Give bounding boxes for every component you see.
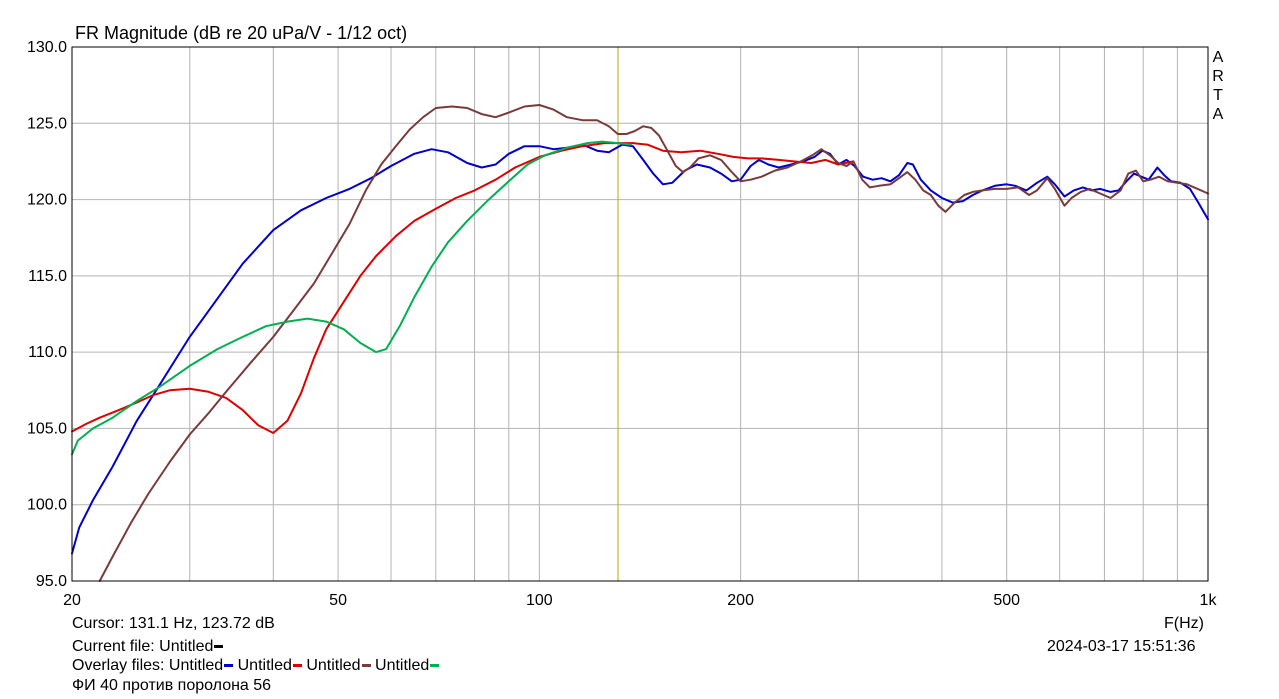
overlay-files-line: Overlay files: Untitled Untitled Untitle… <box>72 657 440 675</box>
overlay-swatch <box>430 664 440 668</box>
x-tick-label: 200 <box>727 592 754 609</box>
x-tick-label: 500 <box>993 592 1020 609</box>
series-line <box>98 104 1209 582</box>
overlay-file-name: Untitled <box>237 657 292 674</box>
y-tick-label: 125.0 <box>27 115 67 132</box>
series-line <box>71 142 855 434</box>
y-tick-label: 120.0 <box>27 192 67 209</box>
y-tick-label: 110.0 <box>28 344 67 361</box>
y-tick-label: 100.0 <box>27 497 67 514</box>
arta-watermark: A R T A <box>1211 48 1225 124</box>
overlay-swatch <box>292 664 302 668</box>
current-file-line: Current file: Untitled <box>72 638 224 656</box>
y-tick-label: 95.0 <box>36 573 67 590</box>
x-axis-label: F(Hz) <box>1164 615 1204 632</box>
current-file-swatch <box>214 645 224 649</box>
y-tick-label: 130.0 <box>27 39 67 56</box>
overlay-swatch <box>361 664 371 668</box>
y-tick-label: 105.0 <box>27 420 67 437</box>
note-text: ФИ 40 против поролона 56 <box>72 677 272 694</box>
x-tick-label: 50 <box>329 592 347 609</box>
series-line <box>71 143 1209 555</box>
overlay-files-label: Overlay files: <box>72 657 165 674</box>
plot-mask <box>0 582 1279 585</box>
series-line <box>71 140 632 456</box>
overlay-swatch <box>224 664 234 668</box>
timestamp: 2024-03-17 15:51:36 <box>1047 638 1196 655</box>
watermark-letter: R <box>1212 68 1224 85</box>
watermark-letter: T <box>1213 87 1223 104</box>
x-tick-label: 1k <box>1200 592 1218 609</box>
watermark-letter: A <box>1212 49 1224 66</box>
watermark-letter: A <box>1212 106 1224 123</box>
plot-frame <box>71 46 1209 582</box>
cursor-readout: Cursor: 131.1 Hz, 123.72 dB <box>72 615 275 632</box>
x-tick-label: 100 <box>526 592 553 609</box>
y-tick-label: 115.0 <box>28 268 67 285</box>
current-file-label: Current file: Untitled <box>72 638 214 655</box>
x-tick-label: 20 <box>63 592 81 609</box>
overlay-file-name: Untitled <box>306 657 361 674</box>
overlay-file-name: Untitled <box>168 657 224 674</box>
chart-title: FR Magnitude (dB re 20 uPa/V - 1/12 oct) <box>75 23 408 43</box>
overlay-file-name: Untitled <box>375 657 430 674</box>
